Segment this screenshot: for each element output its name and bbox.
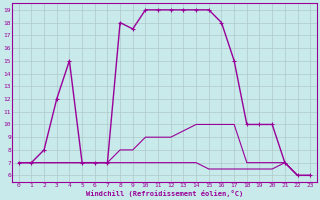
X-axis label: Windchill (Refroidissement éolien,°C): Windchill (Refroidissement éolien,°C) xyxy=(86,190,243,197)
